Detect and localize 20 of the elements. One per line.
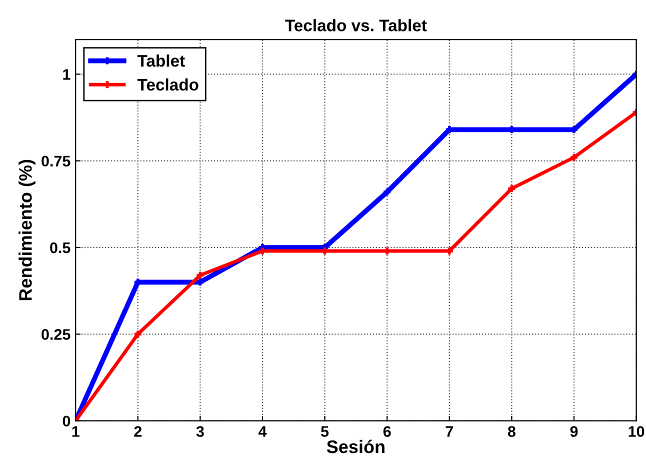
legend-label: Teclado bbox=[137, 78, 198, 91]
x-axis-title: Sesión bbox=[326, 440, 384, 454]
chart-title: Teclado vs. Tablet bbox=[285, 19, 427, 32]
y-tick-label: 0.5 bbox=[50, 242, 70, 254]
x-tick-label: 9 bbox=[570, 426, 578, 437]
x-tick-label: 6 bbox=[383, 426, 391, 437]
x-tick-label: 5 bbox=[321, 426, 329, 437]
x-tick-label: 1 bbox=[72, 426, 80, 437]
x-tick-label: 4 bbox=[258, 426, 267, 437]
y-tick-label: 0.25 bbox=[42, 329, 70, 340]
x-tick-label: 8 bbox=[508, 426, 516, 437]
x-tick-label: 7 bbox=[446, 426, 453, 437]
x-tick-label: 2 bbox=[134, 426, 142, 437]
legend-label: Tablet bbox=[137, 54, 185, 67]
x-tick-label: 3 bbox=[196, 426, 204, 437]
x-tick-label: 10 bbox=[628, 426, 644, 437]
y-axis-title: Rendimiento (%) bbox=[18, 160, 36, 300]
y-tick-label: 0.75 bbox=[42, 156, 70, 167]
y-tick-label: 0 bbox=[62, 416, 70, 427]
y-tick-label: 1 bbox=[63, 69, 70, 80]
